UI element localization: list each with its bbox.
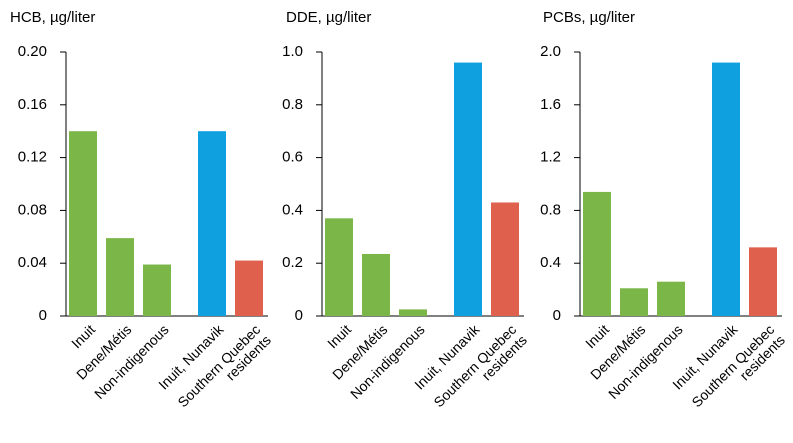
bar	[399, 309, 427, 316]
y-tick-label: 1.0	[282, 43, 303, 60]
y-tick-label: 0.6	[282, 149, 303, 166]
y-axis-label: HCB, µg/liter	[10, 9, 95, 26]
bar	[620, 288, 648, 316]
y-tick-label: 0.4	[540, 254, 561, 271]
y-tick-label: 0.08	[18, 201, 47, 218]
bar	[69, 131, 97, 316]
bar	[198, 131, 226, 316]
y-tick-label: 0	[39, 307, 47, 324]
y-tick-label: 0.4	[282, 201, 303, 218]
y-tick-label: 1.6	[540, 96, 561, 113]
y-tick-label: 2.0	[540, 43, 561, 60]
y-tick-label: 1.2	[540, 149, 561, 166]
bar	[235, 260, 263, 316]
bar	[583, 191, 611, 316]
y-tick-label: 0.8	[282, 96, 303, 113]
bar	[143, 264, 171, 316]
y-tick-label: 0.8	[540, 201, 561, 218]
y-axis-label: PCBs, µg/liter	[543, 9, 635, 26]
y-axis-label: DDE, µg/liter	[286, 9, 371, 26]
y-tick-label: 0	[553, 307, 561, 324]
y-tick-label: 0.04	[18, 254, 47, 271]
bar	[106, 238, 134, 316]
bar	[325, 218, 353, 316]
y-tick-label: 0.2	[282, 254, 303, 271]
bar	[749, 247, 777, 316]
y-tick-label: 0	[295, 307, 303, 324]
bar	[362, 253, 390, 316]
y-tick-label: 0.16	[18, 96, 47, 113]
y-tick-label: 0.20	[18, 43, 47, 60]
bar	[454, 62, 482, 317]
y-tick-label: 0.12	[18, 149, 47, 166]
bar	[712, 62, 740, 317]
bar	[657, 281, 685, 316]
bar	[491, 202, 519, 316]
